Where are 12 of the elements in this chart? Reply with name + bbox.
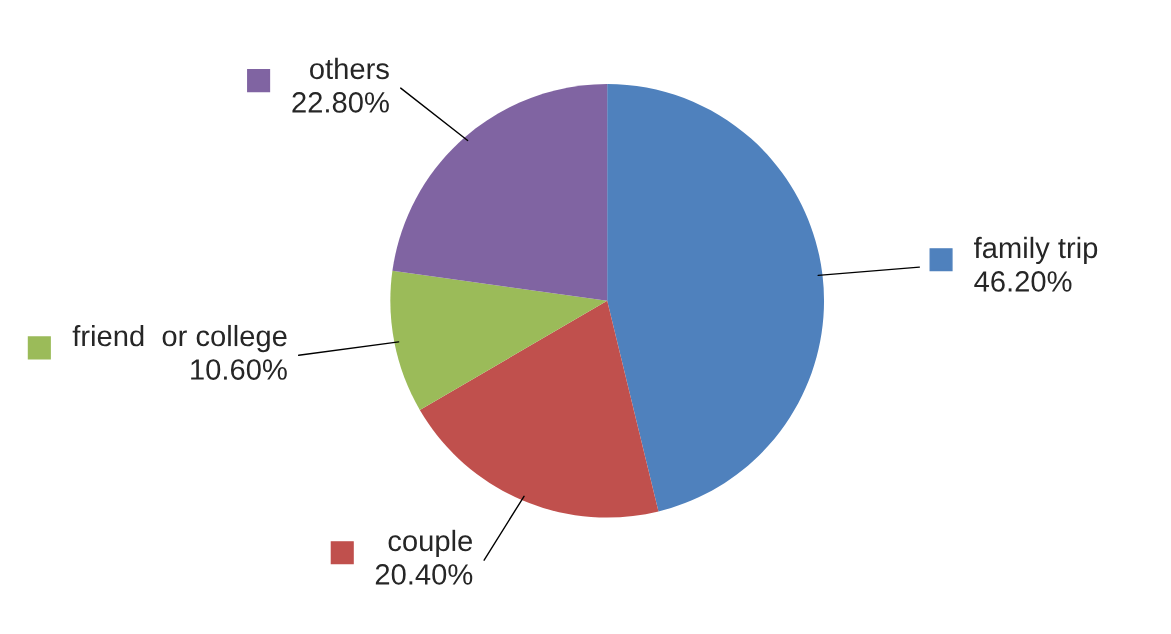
legend-label: friend or college [72, 324, 287, 353]
pie-slice [419, 300, 659, 518]
legend-label: family trip [974, 236, 1098, 264]
pie-slice [392, 83, 608, 301]
data-label: 46.20% [974, 271, 1072, 292]
pie-slice [607, 83, 825, 512]
data-label: 22.80% [292, 92, 389, 113]
legend-label: others [310, 57, 389, 80]
pie-slice [390, 270, 608, 410]
legend-label: couple [388, 529, 472, 557]
data-label: 10.60% [191, 359, 287, 380]
data-label: 20.40% [375, 564, 473, 585]
